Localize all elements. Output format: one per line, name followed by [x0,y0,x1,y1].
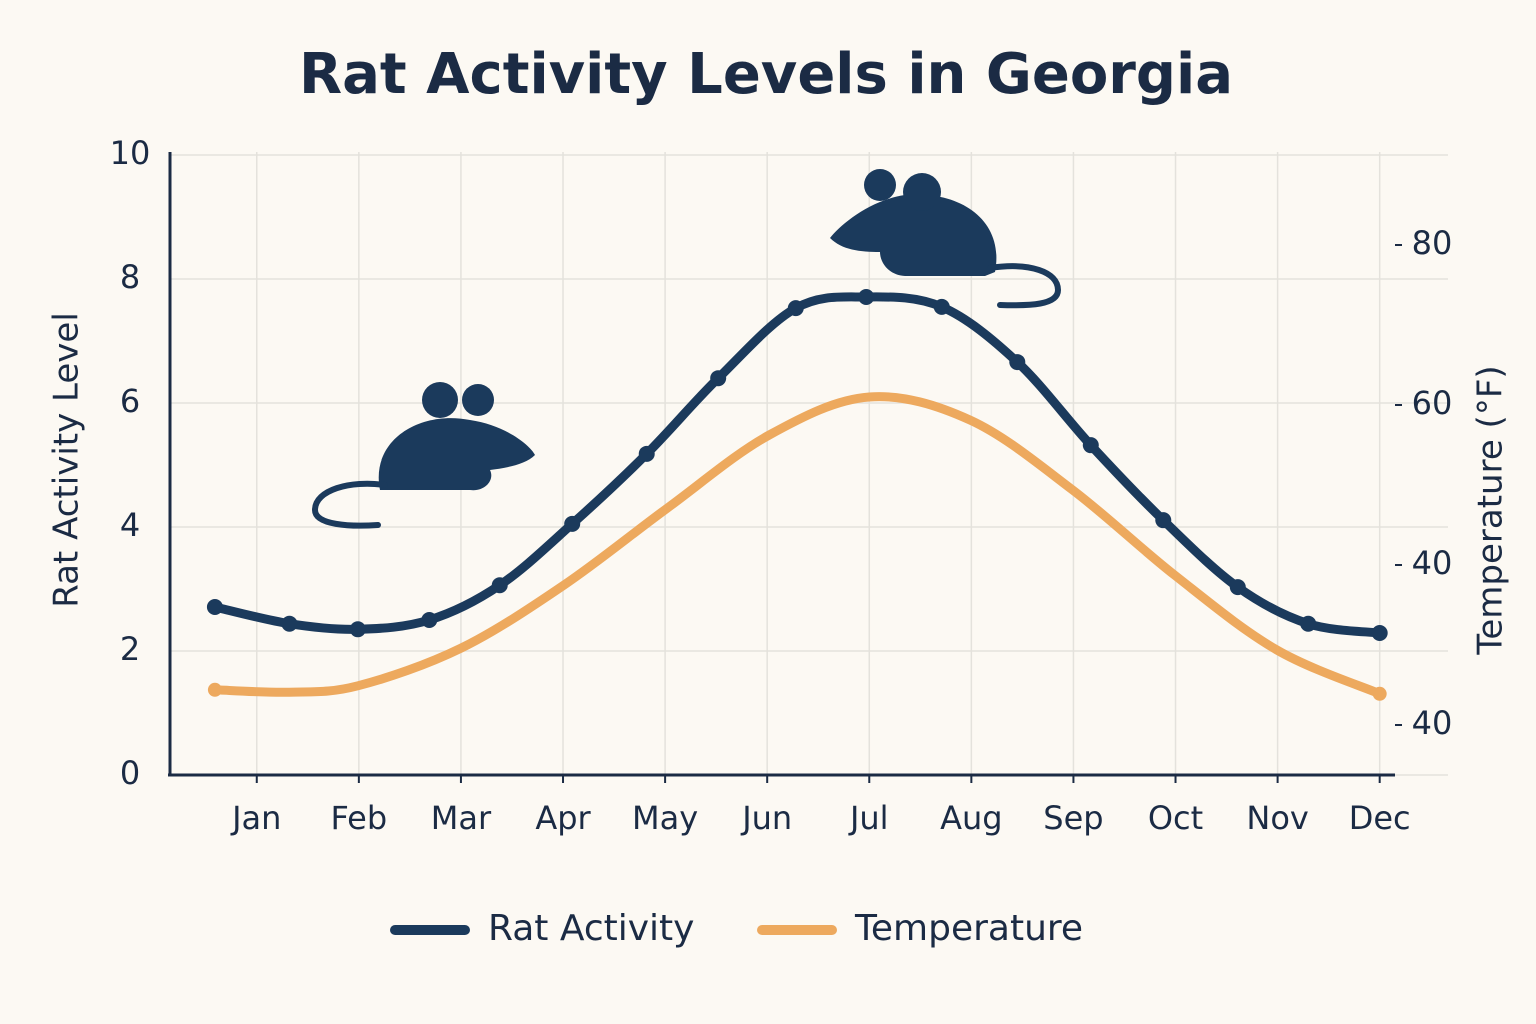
data-point [281,615,298,632]
x-tick-label: Dec [1349,799,1411,837]
y-tick-label: 6 [120,382,140,420]
data-point [491,577,508,594]
data-point [1155,512,1172,529]
legend-label: Rat Activity [488,908,694,949]
plot [206,288,1388,701]
grid: 0 2 4 6 8 10 80 60 40 40 Jan Feb Mar Apr May Jun Jul Aug S… [110,134,1453,837]
series-line [210,392,1385,699]
x-tick-label: Feb [331,799,388,837]
chart-title: Rat Activity Levels in Georgia [299,42,1233,107]
data-point [858,288,875,305]
data-point [1372,686,1387,701]
data-point [421,612,438,628]
y-axis-label: Rat Activity Level [47,312,87,608]
y2-tick-label: 40 [1412,704,1453,742]
legend: Rat Activity Temperature [390,908,1083,949]
data-point [206,598,223,615]
x-tick-label: Jul [848,799,889,837]
x-tick-label: Mar [431,799,492,837]
x-tick-label: May [632,799,698,837]
data-point [349,621,366,638]
data-point [933,298,950,315]
data-point [1300,615,1317,632]
x-tick-label: Apr [535,799,591,837]
data-point [564,515,581,532]
x-tick-label: Oct [1148,799,1203,837]
x-tick-label: Sep [1043,799,1103,837]
data-point [207,682,222,697]
y-tick-label: 0 [120,754,140,792]
y2-axis-label: Temperature (°F) [1471,365,1511,655]
x-tick-label: Nov [1246,799,1308,837]
x-tick-label: Jan [230,799,281,837]
y2-tick-label: 80 [1412,224,1453,262]
y-tick-label: 2 [120,630,140,668]
data-point [1229,579,1246,596]
data-point [787,300,804,317]
legend-label: Temperature [854,908,1083,949]
y2-tick-label: 60 [1412,384,1453,422]
data-point [638,445,655,462]
y-tick-label: 8 [120,258,140,296]
rat-icon [311,382,535,529]
y-tick-label: 4 [120,506,140,544]
y-tick-label: 10 [110,134,151,172]
data-point [1082,437,1099,454]
data-point [1371,625,1388,642]
x-tick-label: Jun [740,799,792,837]
y2-tick-label: 40 [1412,544,1453,582]
data-point [1009,354,1026,371]
rat-icon [830,169,1062,309]
x-tick-label: Aug [940,799,1002,837]
data-point [710,370,727,387]
